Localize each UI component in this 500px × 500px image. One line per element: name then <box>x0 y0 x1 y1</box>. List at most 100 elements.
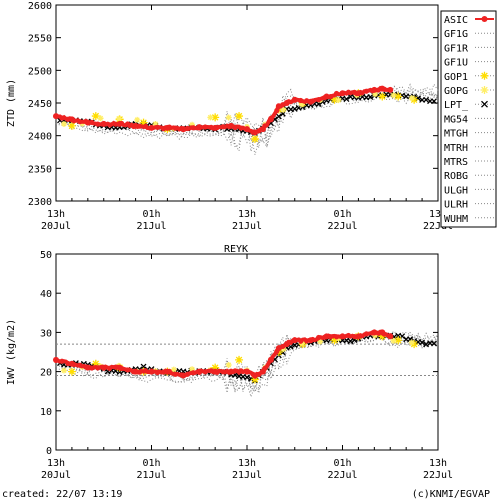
series-point-asic <box>164 368 171 375</box>
y-tick-label: 2350 <box>28 164 52 175</box>
y-tick-label: 40 <box>40 289 52 300</box>
series-point-asic <box>148 124 155 131</box>
series-marker-gopg <box>280 345 287 352</box>
series-point-asic <box>132 122 139 129</box>
series-point-asic <box>259 126 266 133</box>
series-marker-gopg <box>60 120 67 127</box>
legend-label: MTRH <box>444 143 468 154</box>
series-point-asic <box>116 364 123 371</box>
series-marker-gop1 <box>330 336 339 345</box>
y-tick-label: 50 <box>40 250 52 261</box>
series-marker-asic <box>220 124 226 130</box>
series-marker-gop1 <box>235 355 244 364</box>
series-marker-lpt <box>431 340 437 347</box>
series-point-asic <box>267 116 274 123</box>
legend-swatch-marker <box>480 71 489 80</box>
series-marker-gop1 <box>67 121 76 130</box>
legend-label: ULGH <box>444 185 468 196</box>
y-tick-label: 2550 <box>28 34 52 45</box>
series-marker-asic <box>59 358 65 364</box>
series-point-asic <box>180 126 187 133</box>
series-marker-gop1 <box>91 359 100 368</box>
legend-label: MTGH <box>444 129 468 140</box>
series-marker-gopg <box>390 92 397 99</box>
series-point-asic <box>116 120 123 127</box>
series-marker-gopg <box>207 114 214 121</box>
series-marker-gop1 <box>394 336 403 345</box>
series-marker-asic <box>363 88 369 94</box>
series-point-asic <box>68 360 75 367</box>
x-tick-label: 13h <box>429 209 447 220</box>
legend: ASIC GF1G GF1R GF1U GOP1 GOPG LPT_ MG54 MTGH MTRH… <box>440 10 497 228</box>
legend-label: GOPG <box>444 86 468 97</box>
x-tick-label: 13h <box>429 458 447 469</box>
series-marker-lpt <box>244 374 250 381</box>
series-point-asic <box>307 337 314 344</box>
series-marker-gop1 <box>378 92 387 101</box>
legend-box <box>440 10 497 228</box>
legend-swatch-marker <box>481 16 488 22</box>
series-marker-asic <box>345 332 352 339</box>
legend-label: ASIC <box>444 15 468 26</box>
x-tick-label: 20Jul <box>41 470 71 481</box>
series-marker-asic <box>316 97 322 103</box>
series-point-asic <box>371 86 378 93</box>
series-marker-gopg <box>225 114 232 121</box>
iwv-panel: 0102030405013h20Jul01h21Jul13h21Jul01h22… <box>6 250 453 481</box>
series-marker-asic <box>172 371 178 377</box>
series-marker-lpt <box>423 341 430 348</box>
x-tick-label: 22Jul <box>423 221 453 232</box>
series-marker-gop1 <box>250 134 259 143</box>
x-tick-label: 22Jul <box>327 221 357 232</box>
x-tick-label: 22Jul <box>423 470 453 481</box>
series-marker-asic <box>363 331 369 337</box>
legend-swatch-marker <box>481 100 488 108</box>
series-point-asic <box>84 364 91 371</box>
legend-label: LPT_ <box>444 100 469 111</box>
series-marker-lpt <box>275 113 282 120</box>
created-footer: created: 22/07 13:19 <box>2 489 122 500</box>
y-tick-label: 10 <box>40 407 52 418</box>
series-marker-gop1 <box>330 95 339 104</box>
series-marker-asic <box>107 122 113 128</box>
x-tick-label: 01h <box>333 209 351 220</box>
series-marker-asic <box>298 97 304 104</box>
series-marker-gop1 <box>394 92 403 101</box>
series-marker-gopg <box>189 366 196 373</box>
series-marker-gopg <box>60 367 67 374</box>
series-point-asic <box>244 126 250 133</box>
series-marker-asic <box>125 121 131 127</box>
series-marker-asic <box>154 124 161 130</box>
y-tick-label: 2600 <box>28 1 52 12</box>
series-point-asic <box>323 333 330 340</box>
series-point-asic <box>283 341 290 348</box>
legend-label: ULRH <box>444 200 468 211</box>
legend-label: WUHM <box>444 214 468 225</box>
series-marker-gopg <box>152 120 159 127</box>
series-point-asic <box>53 356 59 363</box>
series-point-asic <box>228 122 235 129</box>
legend-label: GOP1 <box>444 72 468 83</box>
series-marker-gop1 <box>211 113 220 122</box>
series-marker-asic <box>95 121 101 127</box>
plot-frame <box>55 253 439 451</box>
y-tick-label: 2300 <box>28 197 52 208</box>
series-point-asic <box>387 333 394 340</box>
series-point-asic <box>267 356 274 363</box>
plot-frame <box>55 4 439 202</box>
series-marker-asic <box>238 125 244 131</box>
series-point-asic <box>212 124 219 131</box>
series-marker-asic <box>77 119 83 125</box>
series-marker-asic <box>107 365 113 371</box>
series-marker-gop1 <box>235 112 244 121</box>
x-tick-label: 21Jul <box>232 470 262 481</box>
series-line-other <box>55 335 439 393</box>
series-marker-asic <box>220 369 226 375</box>
series-marker-gopg <box>170 366 177 373</box>
series-marker-gopg <box>225 361 232 368</box>
y-tick-label: 20 <box>40 368 52 379</box>
x-tick-label: 13h <box>47 209 65 220</box>
series-point-asic <box>53 113 59 120</box>
series-marker-gopg <box>372 332 379 339</box>
